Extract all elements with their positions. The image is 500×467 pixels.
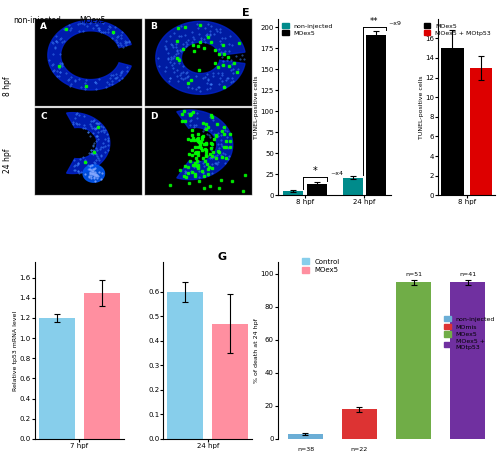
Bar bbox=[283, 191, 303, 195]
Text: ~x4: ~x4 bbox=[330, 171, 343, 176]
Text: 8 hpf: 8 hpf bbox=[3, 77, 12, 96]
Bar bbox=[39, 318, 75, 439]
Bar bbox=[212, 324, 248, 439]
Polygon shape bbox=[48, 21, 131, 90]
Legend: MOex5, MOex5 + MOtp53: MOex5, MOex5 + MOtp53 bbox=[422, 22, 492, 37]
Legend: non-injected, MOmis, MOex5, MOex5 +
MOtp53: non-injected, MOmis, MOex5, MOex5 + MOtp… bbox=[443, 315, 496, 351]
Text: n=41: n=41 bbox=[459, 272, 476, 277]
Polygon shape bbox=[156, 21, 245, 94]
Text: ~x9: ~x9 bbox=[388, 21, 401, 26]
Bar bbox=[84, 293, 120, 439]
Y-axis label: % of death at 24 hpf: % of death at 24 hpf bbox=[254, 318, 259, 383]
Bar bbox=[307, 184, 327, 195]
Bar bbox=[366, 35, 386, 195]
Bar bbox=[342, 177, 362, 195]
Text: non-injected: non-injected bbox=[14, 16, 62, 25]
Y-axis label: TUNEL-positive cells: TUNEL-positive cells bbox=[254, 75, 259, 139]
Text: C: C bbox=[40, 112, 47, 121]
Bar bbox=[396, 282, 431, 439]
Polygon shape bbox=[66, 113, 110, 174]
Bar bbox=[288, 434, 323, 439]
Text: 24 hpf: 24 hpf bbox=[3, 149, 12, 173]
Text: MOex5: MOex5 bbox=[80, 16, 106, 25]
Text: G: G bbox=[218, 252, 226, 262]
Bar bbox=[168, 292, 203, 439]
Text: *: * bbox=[312, 166, 318, 176]
Text: A: A bbox=[40, 22, 48, 31]
Text: n=51: n=51 bbox=[405, 272, 422, 277]
Text: n=22: n=22 bbox=[351, 447, 368, 452]
Bar bbox=[450, 282, 485, 439]
Bar bbox=[342, 409, 377, 439]
Polygon shape bbox=[83, 165, 104, 182]
Y-axis label: TUNEL-positive cells: TUNEL-positive cells bbox=[418, 75, 424, 139]
Y-axis label: Relative tp53 mRNA level: Relative tp53 mRNA level bbox=[13, 311, 18, 391]
Polygon shape bbox=[177, 110, 233, 180]
Text: D: D bbox=[150, 112, 158, 121]
Legend: Control, MOex5: Control, MOex5 bbox=[301, 257, 342, 275]
Text: n=38: n=38 bbox=[297, 447, 314, 452]
Bar bbox=[441, 48, 464, 195]
Text: B: B bbox=[150, 22, 158, 31]
Text: E: E bbox=[242, 8, 250, 18]
Legend: non-injected, MOex5: non-injected, MOex5 bbox=[281, 22, 334, 37]
Bar bbox=[470, 68, 492, 195]
Text: **: ** bbox=[370, 17, 378, 26]
